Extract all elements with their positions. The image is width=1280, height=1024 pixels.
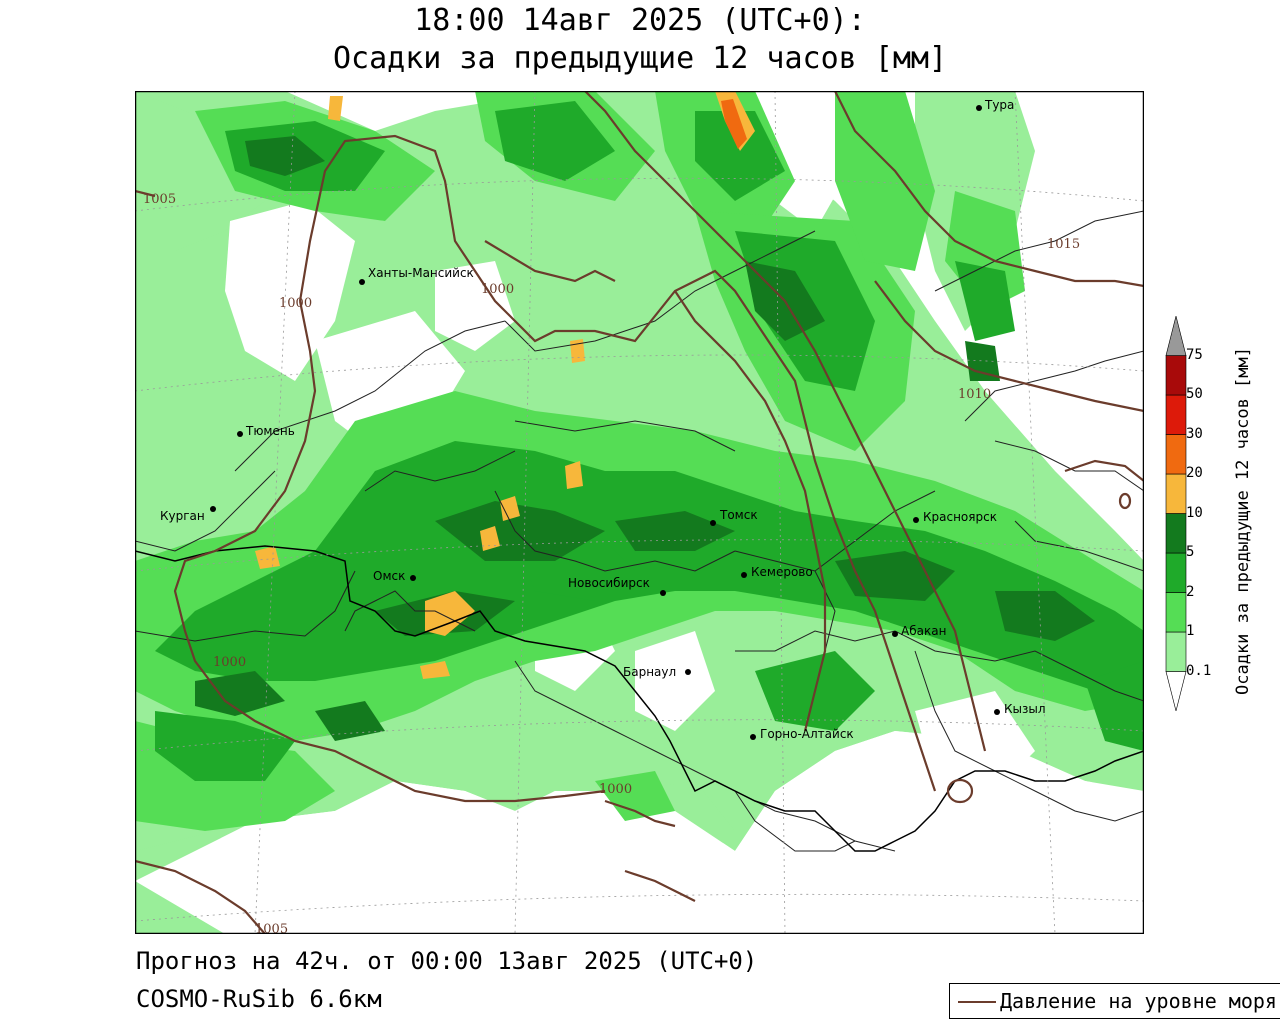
city-kyzyl: Кызыл <box>994 702 1046 716</box>
colorbar-segment <box>1165 394 1187 435</box>
colorbar-tick-label: 30 <box>1186 425 1203 442</box>
precip-zone-heavy <box>195 136 1095 741</box>
city-tura: Тура <box>976 98 1014 112</box>
map-frame <box>135 91 1144 934</box>
colorbar-segment <box>1165 592 1187 633</box>
city-label: Омск <box>373 569 405 583</box>
isobar-label: 1000 <box>599 782 632 797</box>
pressure-legend-label: Давление на уровне моря <box>1000 989 1277 1013</box>
isobar-label: 1000 <box>213 655 246 670</box>
map-title-time: 18:00 14авг 2025 (UTC+0): <box>414 3 866 38</box>
admin-borders <box>135 210 1144 852</box>
isobar-label: 1005 <box>255 922 288 934</box>
colorbar-segment <box>1165 316 1187 356</box>
precip-zone-20-30 <box>721 99 747 149</box>
city-khanty-mansiysk: Ханты-Мансийск <box>359 266 474 285</box>
city-kemerovo: Кемерово <box>741 565 813 579</box>
country-border <box>135 545 1144 852</box>
city-gorno-altaysk: Горно-Алтайск <box>750 727 854 741</box>
colorbar-tick-label: 20 <box>1186 465 1203 481</box>
colorbar-title: Осадки за предыдущие 12 часов [мм] <box>1233 347 1253 695</box>
city-krasnoyarsk: Красноярск <box>913 510 997 524</box>
isobar-labels: 1005 1000 1000 1015 1010 1000 1000 1005 <box>143 192 1080 934</box>
city-tomsk: Томск <box>710 508 758 526</box>
pressure-legend: Давление на уровне моря <box>949 983 1280 1019</box>
precipitation-map: 1005 1000 1000 1015 1010 1000 1000 1005 … <box>135 91 1144 934</box>
precipitation-colorbar <box>1165 316 1187 711</box>
city-label: Тюмень <box>245 424 295 438</box>
city-label: Кызыл <box>1004 702 1046 716</box>
city-label: Барнаул <box>623 665 676 679</box>
isobar-label: 1015 <box>1047 237 1080 252</box>
colorbar-segment <box>1165 513 1187 554</box>
city-label: Кемерово <box>751 565 813 579</box>
colorbar-tick-label: 5 <box>1186 544 1195 560</box>
model-name: COSMO-RuSib 6.6км <box>136 985 382 1013</box>
isobar-label: 1000 <box>279 296 312 311</box>
city-omsk: Омск <box>373 569 416 583</box>
city-label: Красноярск <box>923 510 997 524</box>
colorbar-segment <box>1165 434 1187 475</box>
colorbar-tick-label: 1 <box>1186 623 1195 639</box>
colorbar-segment <box>1165 355 1187 396</box>
isobar-label: 1005 <box>143 192 176 207</box>
city-label: Абакан <box>901 624 946 638</box>
colorbar-segment <box>1165 473 1187 514</box>
city-label: Курган <box>160 509 205 523</box>
pressure-legend-line <box>958 1001 996 1003</box>
colorbar-tick-label: 2 <box>1186 583 1195 600</box>
city-label: Новосибирск <box>568 576 650 590</box>
city-label: Тура <box>984 98 1014 112</box>
isobar-label: 1000 <box>481 282 514 297</box>
city-label: Томск <box>719 508 758 522</box>
city-abakan: Абакан <box>892 624 946 638</box>
colorbar-segment <box>1165 631 1187 672</box>
isobar-label: 1010 <box>958 387 991 402</box>
city-kurgan: Курган <box>160 506 216 523</box>
city-tyumen: Тюмень <box>237 424 295 438</box>
map-title-variable: Осадки за предыдущие 12 часов [мм] <box>332 41 948 76</box>
isobars <box>135 91 1144 934</box>
city-novosibirsk: Новосибирск <box>568 576 666 596</box>
colorbar-segment <box>1165 552 1187 593</box>
city-label: Ханты-Мансийск <box>368 266 474 280</box>
colorbar-tick-label: 75 <box>1186 346 1203 363</box>
colorbar-tick-label: 50 <box>1186 386 1203 402</box>
graticule <box>135 91 1144 934</box>
forecast-info: Прогноз на 42ч. от 00:00 13авг 2025 (UTC… <box>136 947 758 975</box>
colorbar-segment <box>1165 671 1187 711</box>
city-markers: Тура Ханты-Мансийск Тюмень Курган Омск Н… <box>160 98 1046 741</box>
colorbar-tick-label: 10 <box>1186 504 1203 521</box>
city-label: Горно-Алтайск <box>760 727 854 741</box>
colorbar-tick-label: 0.1 <box>1186 662 1212 679</box>
city-barnaul: Барнаул <box>623 665 691 679</box>
